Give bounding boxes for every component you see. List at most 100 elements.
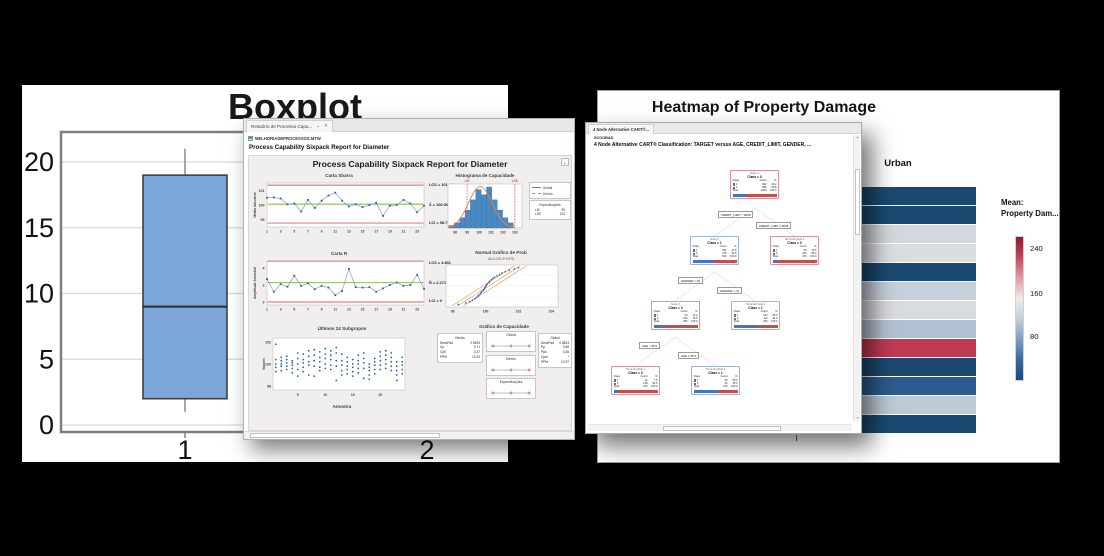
svg-text:17: 17 <box>374 230 378 234</box>
scrollbar-thumb[interactable] <box>250 433 440 438</box>
svg-text:9: 9 <box>321 308 323 312</box>
tree-node-t1: Terminal Node 1 Class = 0 Class Count% 1 12 7.… <box>611 366 660 396</box>
tree-node-t2: Terminal Node 2 Class = 1 Class Count% 1 66 55… <box>691 366 740 396</box>
spec-lse-label: LSE <box>535 212 542 217</box>
svg-text:101: 101 <box>259 189 265 193</box>
svg-text:100: 100 <box>476 231 482 235</box>
sixpack-panel: Process Capability Sixpack Report for Di… <box>248 155 572 431</box>
svg-text:1: 1 <box>177 435 192 462</box>
heatmap-cell <box>861 319 976 338</box>
output-pane-tab[interactable]: Relatório de Processo Capa... ⌄ ✕ <box>246 120 334 132</box>
cart-tab[interactable]: 4 Node Alternative CART®... <box>588 124 654 134</box>
cart-vertical-scrollbar[interactable]: ▴ ▾ <box>853 135 860 421</box>
chevron-down-icon[interactable]: ⌄ <box>316 123 321 129</box>
panel-collapse-button[interactable]: ⌄ <box>561 158 569 166</box>
last24-chart: 98 100 102 5 10 15 20 Valores <box>262 337 406 397</box>
heatmap-cell <box>861 186 976 205</box>
control-limit-label: R̄ = 2.271 <box>429 280 446 285</box>
svg-text:1: 1 <box>266 308 268 312</box>
tree-node-root: Node 1 Class = 0 Class Count% 1 302 30.2 0 698 69… <box>730 170 779 200</box>
svg-text:15: 15 <box>24 213 54 243</box>
color-scale-tick: 80 <box>1030 332 1039 342</box>
svg-text:3: 3 <box>280 308 282 312</box>
svg-text:21: 21 <box>402 308 406 312</box>
last24-xlabel: Amostra <box>332 404 352 409</box>
scroll-down-icon[interactable]: ▾ <box>856 416 859 420</box>
svg-text:15: 15 <box>361 230 365 234</box>
dentro-line-swatch <box>532 193 541 194</box>
svg-text:100: 100 <box>259 203 265 207</box>
color-scale-bar <box>1015 236 1024 381</box>
capacity-interval-dentro: Dentro <box>486 354 536 376</box>
svg-text:20: 20 <box>378 393 382 397</box>
heatmap-axis-tick <box>796 435 798 441</box>
svg-text:11: 11 <box>333 308 337 312</box>
normal-prob-plot: 98 100 102 104 <box>445 264 559 314</box>
capacity-strips: Global Dentro Especificações <box>486 331 536 402</box>
global-stats-box: Global DesvPad 0.9823 Pp 0.68 Ppk 0.36 Cpm * PPM 1… <box>538 333 572 368</box>
svg-text:19: 19 <box>388 308 392 312</box>
svg-text:10: 10 <box>323 393 327 397</box>
scroll-up-icon[interactable]: ▴ <box>856 135 859 139</box>
svg-text:98: 98 <box>267 384 271 388</box>
svg-text:2: 2 <box>263 283 265 287</box>
heatmap-cell <box>861 376 976 395</box>
split-rule-s1l: CREDIT_LIMIT < 9546 <box>718 211 754 219</box>
scrollbar-thumb[interactable] <box>854 169 860 235</box>
control-limit-label: LCS = 101.370 <box>429 182 456 187</box>
last24-title: Últimos 24 Subgrupos <box>317 326 367 331</box>
control-limit-label: LCS = 4.801 <box>429 260 451 265</box>
svg-text:9: 9 <box>321 230 323 234</box>
svg-text:13: 13 <box>347 230 351 234</box>
svg-text:11: 11 <box>333 230 337 234</box>
svg-text:21: 21 <box>402 230 406 234</box>
svg-text:23: 23 <box>415 230 419 234</box>
close-icon[interactable]: ✕ <box>324 123 329 129</box>
rchart-title: Carta R <box>330 251 348 256</box>
legend-title: Mean: <box>1001 198 1024 207</box>
heatmap-column-label: Urban <box>884 158 912 169</box>
svg-text:Valores: Valores <box>262 358 266 370</box>
cart-output-label: SCOOBAD <box>594 136 614 140</box>
heatmap-cell <box>861 224 976 243</box>
cart-horizontal-scrollbar[interactable] <box>588 424 852 431</box>
legend-dentro-label: Dentro <box>543 191 553 196</box>
legend-global-label: Global <box>543 185 553 190</box>
spec-lse-value: 103 <box>559 212 565 217</box>
control-limit-label: X̄ = 100.060 <box>429 202 451 207</box>
cart-titlebar[interactable]: 4 Node Alternative CART®... <box>586 123 861 134</box>
worksheet-row[interactable]: MELHORIADEPROCESSOS.MTW <box>248 134 321 143</box>
svg-text:0: 0 <box>39 410 54 440</box>
svg-text:100: 100 <box>483 310 489 314</box>
svg-text:2: 2 <box>419 435 434 462</box>
split-rule-s1r: CREDIT_LIMIT ≥ 9546 <box>756 222 792 230</box>
svg-text:15: 15 <box>361 308 365 312</box>
split-rule-s3r: AGE ≥ 35.5 <box>678 352 699 360</box>
svg-text:7: 7 <box>307 230 309 234</box>
svg-text:23: 23 <box>415 308 419 312</box>
minitab-horizontal-scrollbar[interactable] <box>244 431 574 439</box>
control-limit-label: LCI = 98.751 <box>429 220 452 225</box>
heatmap-column <box>861 186 976 433</box>
output-heading: Process Capability Sixpack Report for Di… <box>249 144 390 151</box>
heatmap-cell <box>861 300 976 319</box>
normal-prob-subtitle: AD:0.201,P:0.878 <box>487 256 515 261</box>
svg-text:100: 100 <box>265 362 271 366</box>
color-scale-tick: 160 <box>1030 288 1043 298</box>
tree-node-n2: Node 2 Class = 1 Class Count% 1 252 47.5 0 278 52… <box>690 236 739 266</box>
heatmap-cell <box>861 414 976 433</box>
svg-text:103: 103 <box>512 231 518 235</box>
worksheet-name: MELHORIADEPROCESSOS.MTW <box>255 136 321 141</box>
heatmap-cell <box>861 243 976 262</box>
heatmap-cell <box>861 281 976 300</box>
control-limit-label: LCI = 0 <box>429 298 442 303</box>
svg-text:5: 5 <box>293 308 295 312</box>
legend-subtitle: Property Dam... <box>1001 209 1059 218</box>
svg-text:LIE: LIE <box>465 179 470 183</box>
scrollbar-thumb[interactable] <box>663 425 781 431</box>
tree-node-n3: Node 3 Class = 0 Class Count% 1 60 21.4 0 220 78.… <box>651 301 700 331</box>
minitab-titlebar[interactable]: Relatório de Processo Capa... ⌄ ✕ <box>244 119 574 132</box>
svg-text:10: 10 <box>24 279 54 309</box>
